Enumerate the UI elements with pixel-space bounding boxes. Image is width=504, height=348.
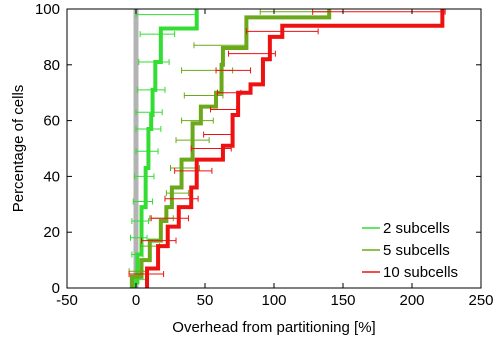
series-layer [128, 8, 446, 288]
series-2 [128, 8, 446, 288]
y-axis-label: Percentage of cells [10, 85, 27, 213]
y-tick-label-1: 20 [43, 224, 60, 241]
series-line-1 [129, 9, 332, 288]
series-0 [129, 9, 199, 288]
x-tick-label-3: 100 [261, 292, 286, 309]
y-tick-label-4: 80 [43, 57, 60, 74]
x-axis-label: Overhead from partitioning [%] [172, 319, 375, 336]
legend-label-2: 10 subcells [383, 264, 458, 281]
series-line-2 [145, 9, 445, 288]
y-tick-label-0: 0 [52, 280, 60, 297]
x-tick-label-5: 200 [399, 292, 424, 309]
x-tick-label-4: 150 [330, 292, 355, 309]
x-tick-label-1: 0 [132, 292, 140, 309]
y-tick-label-2: 40 [43, 168, 60, 185]
x-tick-label-2: 50 [197, 292, 214, 309]
y-tick-label-5: 100 [35, 1, 60, 18]
x-tick-label-6: 250 [468, 292, 493, 309]
legend-label-0: 2 subcells [383, 220, 450, 237]
y-tick-label-3: 60 [43, 113, 60, 130]
legend-label-1: 5 subcells [383, 242, 450, 259]
series-line-0 [132, 9, 199, 288]
legend: 2 subcells 5 subcells 10 subcells [362, 220, 458, 281]
x-tick-label-0: -50 [56, 292, 78, 309]
